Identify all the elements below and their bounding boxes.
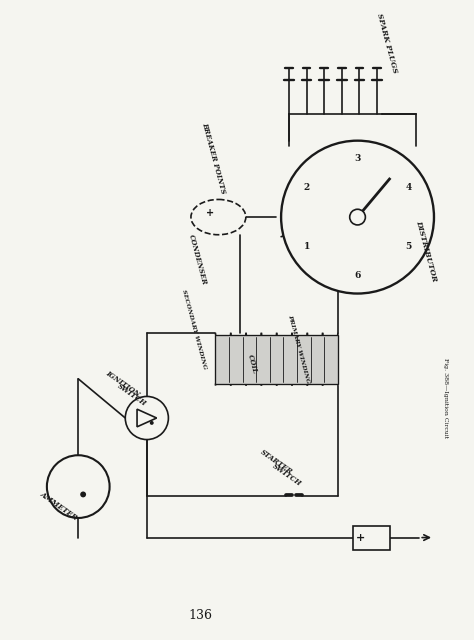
Circle shape (47, 455, 109, 518)
Text: PRIMARY WINDING: PRIMARY WINDING (287, 314, 310, 385)
Circle shape (281, 141, 434, 294)
Circle shape (80, 492, 86, 497)
Text: DISTRIBUTOR: DISTRIBUTOR (414, 220, 438, 283)
Text: STARTER: STARTER (258, 448, 294, 476)
Text: +: + (356, 532, 365, 543)
Text: SWITCH: SWITCH (116, 383, 148, 408)
Text: CONDENSER: CONDENSER (187, 233, 209, 285)
Text: 2: 2 (303, 183, 310, 192)
Text: Fig. 388—Ignition Circuit: Fig. 388—Ignition Circuit (443, 358, 448, 438)
Text: 3: 3 (355, 154, 361, 163)
Text: +: + (207, 208, 215, 218)
Text: BREAKER POINTS: BREAKER POINTS (200, 122, 227, 195)
Text: 6: 6 (355, 271, 361, 280)
Bar (216, 335, 338, 384)
Text: SECONDARY WINDING: SECONDARY WINDING (181, 289, 207, 370)
Text: 5: 5 (405, 242, 411, 251)
Circle shape (125, 396, 168, 440)
Text: SPARK PLUGS: SPARK PLUGS (375, 13, 399, 74)
Text: 136: 136 (189, 609, 213, 623)
Circle shape (350, 209, 365, 225)
Text: COIL: COIL (246, 353, 259, 375)
Text: 1: 1 (303, 242, 310, 251)
Text: 4: 4 (405, 183, 411, 192)
Text: SWITCH: SWITCH (271, 462, 303, 488)
Text: IGNITION: IGNITION (104, 369, 141, 399)
Circle shape (150, 421, 154, 425)
Bar (353, 526, 390, 550)
Ellipse shape (191, 200, 246, 235)
Text: AMMETER: AMMETER (38, 490, 79, 522)
